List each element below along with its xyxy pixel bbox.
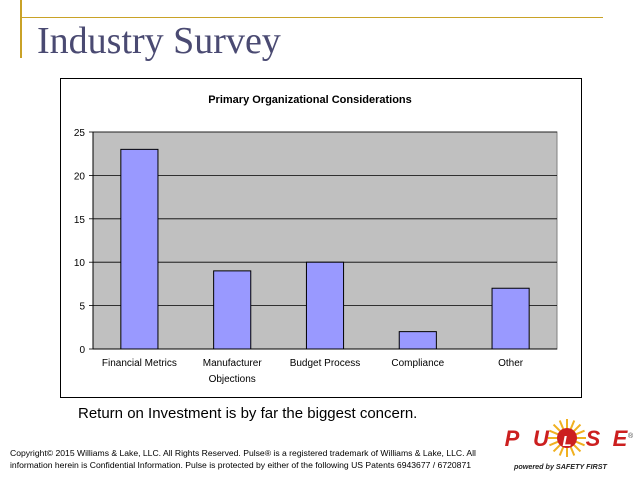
x-tick-label: Objections (209, 374, 256, 385)
y-tick-label: 15 (74, 215, 86, 226)
y-tick-label: 25 (74, 128, 86, 139)
logo-letter: S (586, 426, 601, 451)
logo-letter: P (505, 426, 520, 451)
copyright-notice: Copyright© 2015 Williams & Lake, LLC. Al… (10, 448, 476, 470)
logo-letter: L (562, 433, 571, 450)
y-tick-label: 0 (79, 345, 85, 356)
bar-chart: Primary Organizational Considerations 0 5 1… (74, 94, 558, 385)
y-tick-label: 10 (74, 258, 86, 269)
slide-title: Industry Survey (37, 20, 281, 62)
bar (305, 261, 345, 350)
x-tick-label: Compliance (391, 358, 444, 369)
logo-letter: U (533, 426, 550, 451)
x-tick-label: Manufacturer (203, 358, 263, 369)
x-tick-label: Financial Metrics (102, 358, 177, 369)
bar (213, 270, 252, 350)
logo-trademark: ® (628, 432, 634, 440)
chart-container: Primary Organizational Considerations 0 5 1… (60, 78, 582, 398)
chart-title: Primary Organizational Considerations (208, 94, 412, 106)
x-tick-label: Budget Process (290, 358, 361, 369)
logo-letter: E (613, 426, 629, 451)
logo-tagline: powered by SAFETY FIRST (513, 462, 608, 471)
x-tick-label: Other (498, 358, 524, 369)
sun-icon (548, 419, 586, 457)
bar (398, 331, 437, 350)
bar (491, 287, 530, 350)
frame-vertical-line (20, 0, 22, 58)
bar (120, 148, 159, 350)
y-tick-label: 5 (79, 302, 85, 313)
slide-caption: Return on Investment is by far the bigge… (78, 405, 418, 422)
frame-horizontal-line (20, 17, 603, 18)
y-tick-label: 20 (74, 171, 86, 182)
